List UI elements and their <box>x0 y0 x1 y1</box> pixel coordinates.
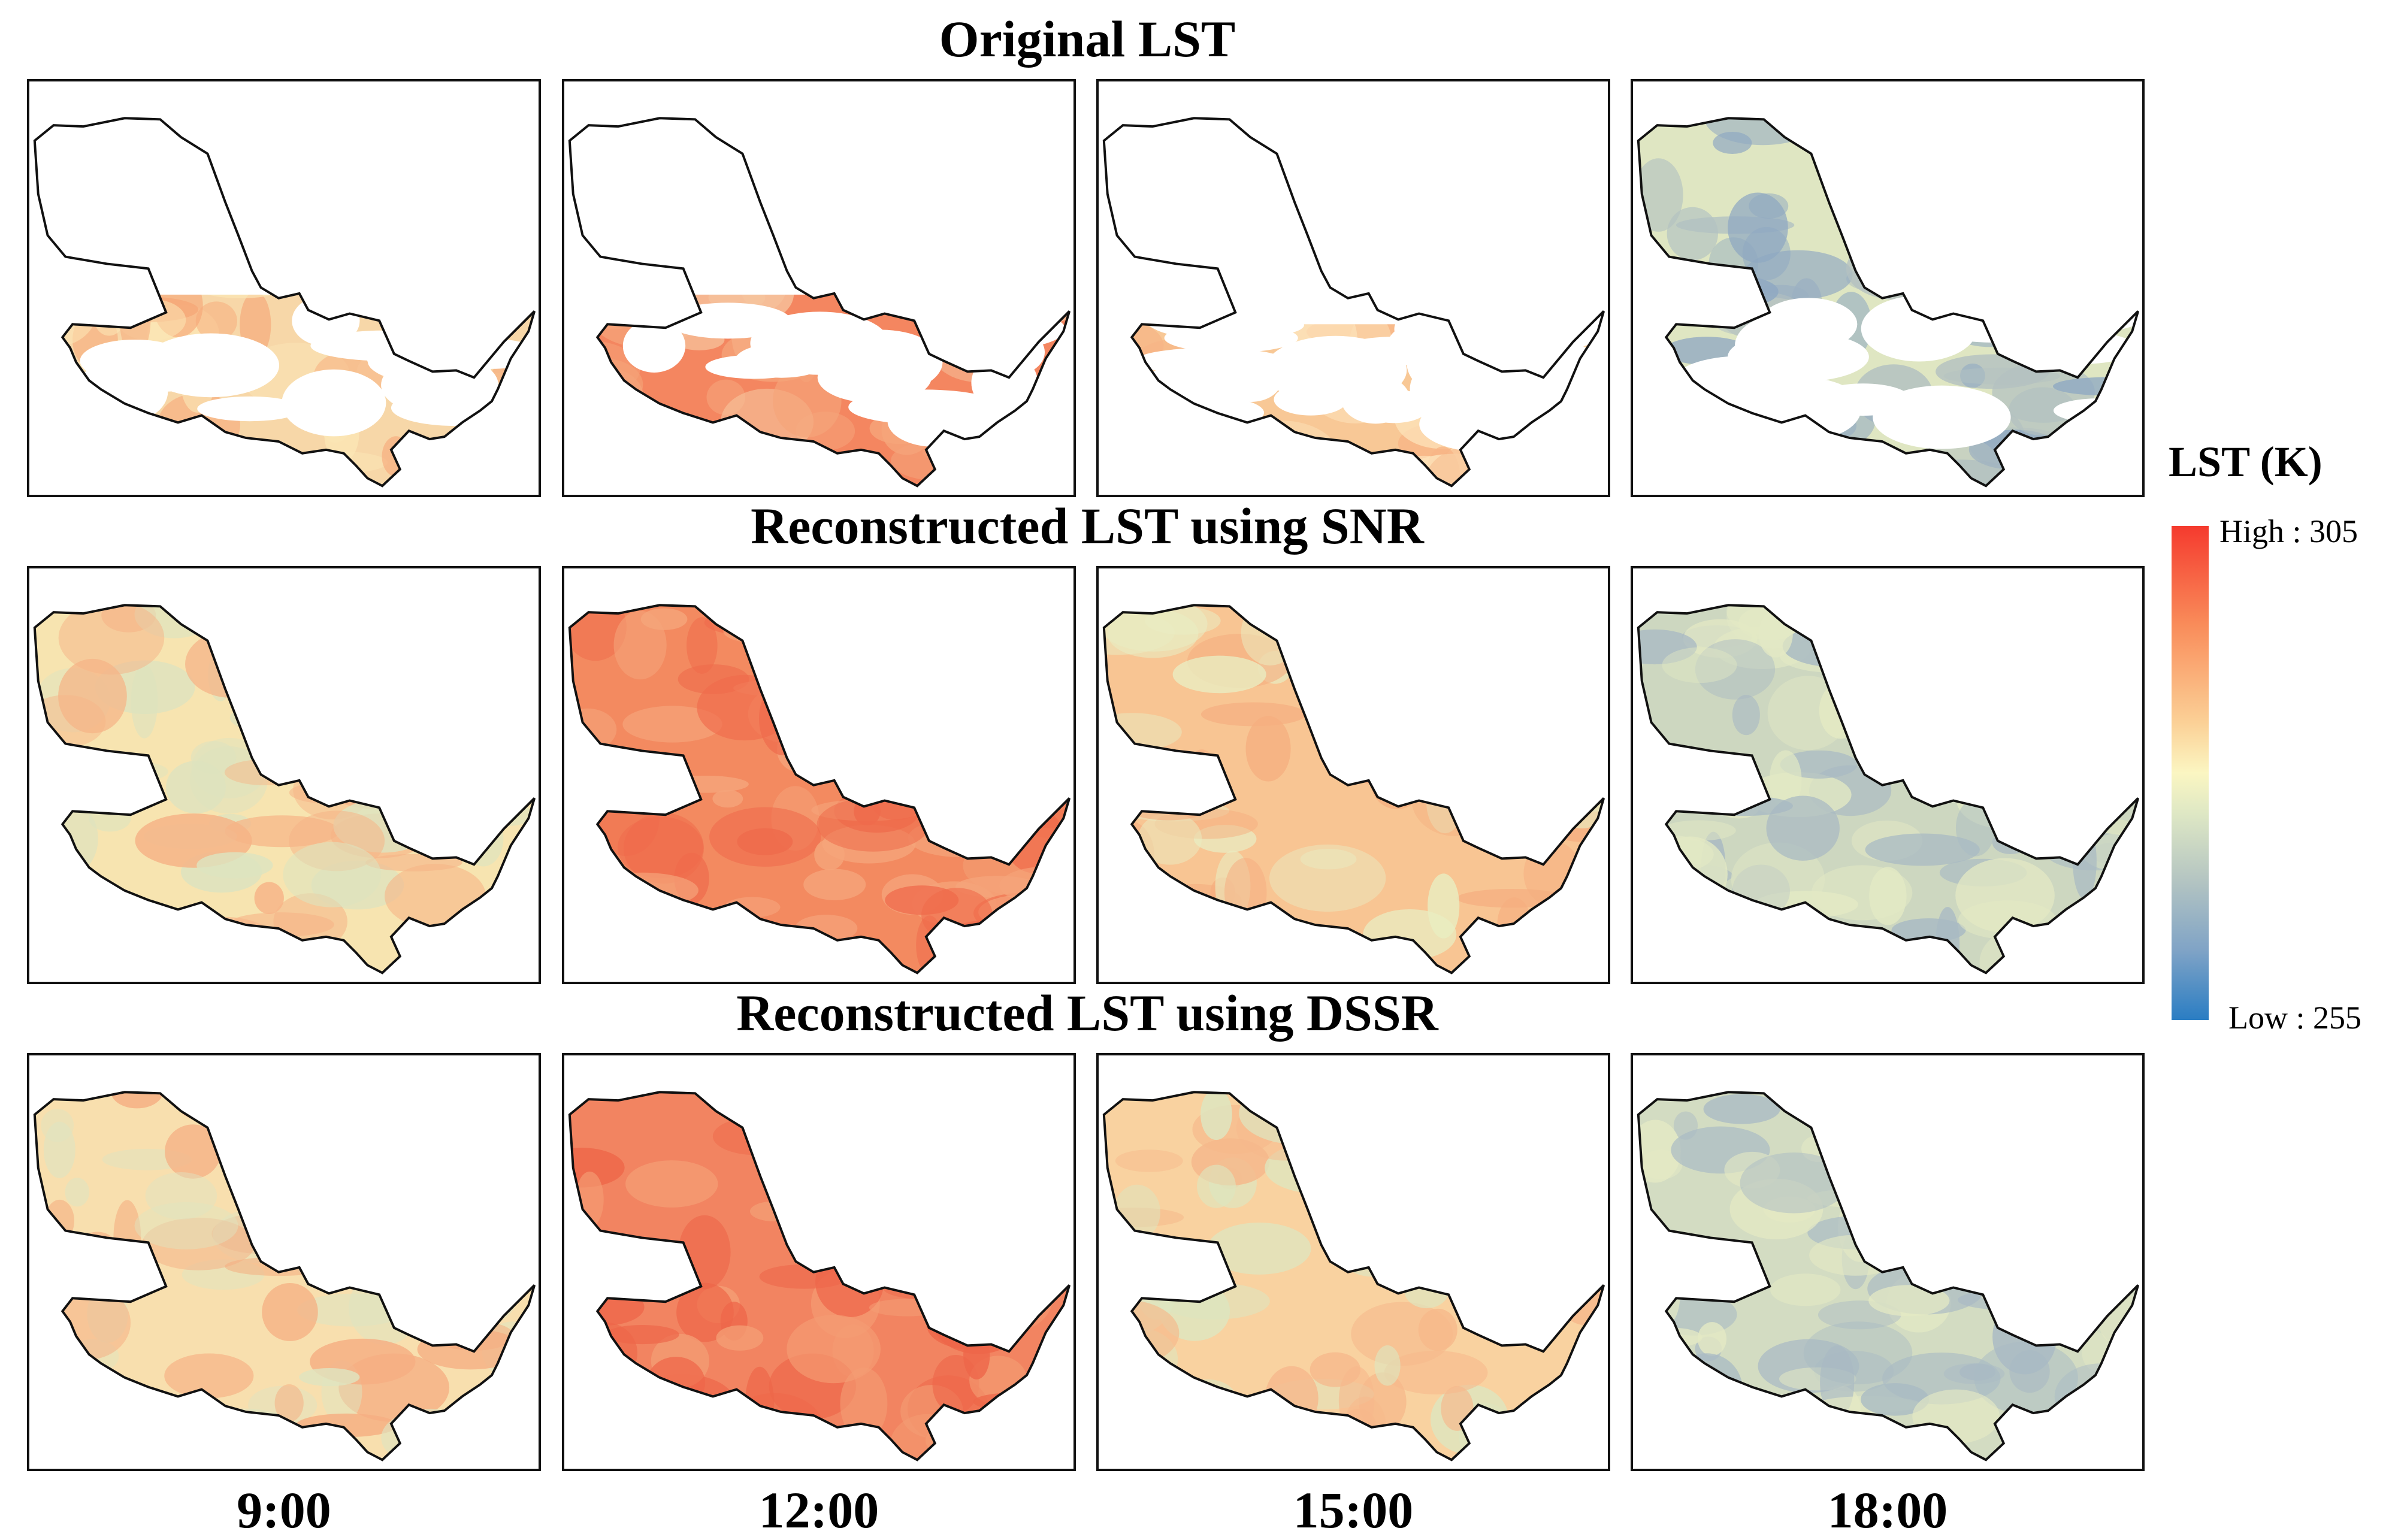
heilongjiang-map <box>1102 117 1605 488</box>
province-outline <box>568 1091 1071 1462</box>
heilongjiang-map <box>1102 604 1605 975</box>
time-label-0900: 9:00 <box>237 1481 331 1539</box>
map-panel <box>562 566 1076 984</box>
row-title-snr: Reconstructed LST using SNR <box>751 497 1424 555</box>
legend-high-label: High : 305 <box>2219 513 2358 549</box>
province-outline <box>568 117 1071 488</box>
province-outline <box>33 117 536 488</box>
map-panel <box>562 79 1076 497</box>
heilongjiang-map <box>568 1091 1071 1462</box>
legend-color-bar <box>2172 526 2209 1020</box>
heilongjiang-map <box>568 604 1071 975</box>
time-label-1800: 18:00 <box>1827 1481 1948 1539</box>
province-outline <box>1102 117 1605 488</box>
heilongjiang-map <box>33 1091 536 1462</box>
legend-low-label: Low : 255 <box>2228 1000 2361 1036</box>
map-panel <box>1631 1053 2145 1471</box>
heilongjiang-map <box>568 117 1071 488</box>
map-panel <box>27 1053 541 1471</box>
row-title-dssr: Reconstructed LST using DSSR <box>736 984 1438 1042</box>
province-outline <box>1637 117 2140 488</box>
heilongjiang-map <box>33 117 536 488</box>
row-title-original: Original LST <box>939 10 1236 68</box>
heilongjiang-map <box>1637 1091 2140 1462</box>
heilongjiang-map <box>33 604 536 975</box>
province-outline <box>1637 1091 2140 1462</box>
map-panel <box>1631 79 2145 497</box>
heilongjiang-map <box>1637 604 2140 975</box>
province-outline <box>33 1091 536 1462</box>
legend-title: LST (K) <box>2169 438 2323 486</box>
province-outline <box>33 604 536 975</box>
map-panel <box>1096 566 1610 984</box>
time-label-1200: 12:00 <box>758 1481 879 1539</box>
province-outline <box>1102 1091 1605 1462</box>
map-panel <box>1631 566 2145 984</box>
province-outline <box>1102 604 1605 975</box>
map-panel <box>1096 1053 1610 1471</box>
map-panel <box>27 79 541 497</box>
time-label-1500: 15:00 <box>1293 1481 1414 1539</box>
map-panel <box>562 1053 1076 1471</box>
province-outline <box>1637 604 2140 975</box>
heilongjiang-map <box>1102 1091 1605 1462</box>
map-panel <box>1096 79 1610 497</box>
heilongjiang-map <box>1637 117 2140 488</box>
map-panel <box>27 566 541 984</box>
province-outline <box>568 604 1071 975</box>
